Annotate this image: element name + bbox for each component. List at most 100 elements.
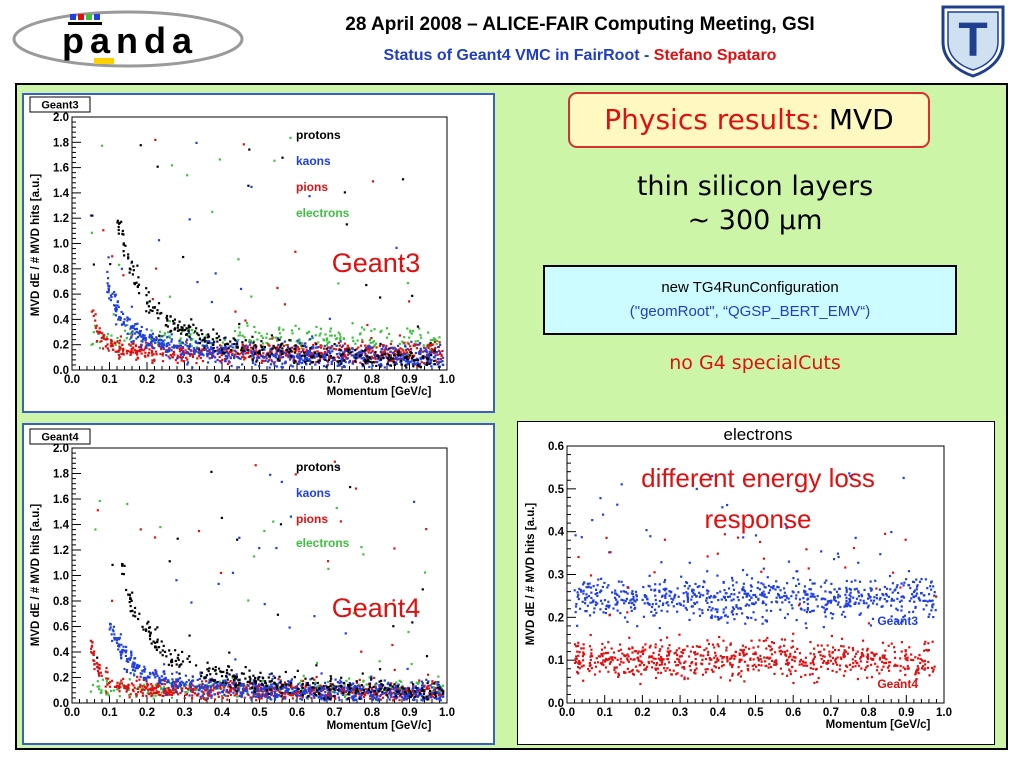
point-Geant3	[845, 590, 848, 593]
point-protons	[258, 352, 262, 355]
shield-letter: T	[958, 14, 987, 67]
point-protons	[280, 695, 283, 698]
point-Geant3	[726, 503, 729, 507]
point-electrons	[256, 338, 259, 341]
point-protons	[399, 353, 402, 357]
point-protons	[253, 687, 257, 690]
point-kaons	[354, 698, 357, 702]
point-kaons	[172, 680, 175, 683]
point-protons	[178, 328, 181, 331]
point-Geant3	[763, 595, 766, 598]
point-kaons	[256, 688, 259, 691]
point-kaons	[136, 667, 139, 670]
point-Geant3	[931, 599, 934, 602]
point-kaons	[170, 333, 173, 336]
point-pions	[127, 683, 130, 686]
point-protons	[155, 646, 158, 649]
point-Geant3	[857, 561, 860, 564]
point-kaons	[248, 687, 252, 690]
point-pions	[372, 357, 375, 360]
point-Geant3	[855, 587, 858, 590]
point-pions	[118, 348, 121, 351]
point-protons	[301, 344, 304, 347]
point-kaons	[303, 342, 306, 345]
point-kaons	[417, 688, 420, 691]
point-protons	[332, 356, 335, 359]
point-pions	[246, 688, 249, 691]
point-kaons	[168, 357, 171, 360]
point-electrons	[168, 295, 172, 298]
point-kaons	[274, 697, 277, 700]
point-Geant3	[604, 607, 608, 611]
point-kaons	[243, 689, 246, 693]
point-pions	[233, 694, 236, 697]
point-pions	[172, 352, 175, 355]
point-kaons	[394, 685, 398, 688]
point-protons	[198, 342, 201, 345]
x-tick-label: 0.1	[102, 374, 119, 386]
point-kaons	[114, 293, 117, 296]
point-pions	[287, 684, 290, 687]
point-kaons	[140, 335, 143, 338]
point-kaons	[362, 357, 365, 360]
point-protons	[242, 672, 245, 675]
point-kaons	[439, 343, 442, 346]
point-protons	[127, 257, 130, 260]
point-pions	[106, 338, 109, 341]
point-pions	[200, 684, 203, 687]
point-electrons	[401, 691, 404, 694]
point-kaons	[276, 359, 279, 362]
point-Geant3	[824, 608, 827, 611]
point-Geant3	[614, 589, 617, 592]
point-protons	[345, 223, 348, 226]
point-pions	[156, 684, 160, 687]
point-Geant3	[890, 530, 893, 534]
point-protons	[170, 661, 173, 664]
point-pions	[144, 351, 147, 354]
point-kaons	[317, 689, 320, 692]
point-protons	[310, 355, 313, 358]
point-kaons	[379, 362, 382, 366]
point-protons	[347, 351, 350, 354]
point-Geant3	[822, 597, 825, 600]
point-protons	[213, 340, 216, 343]
point-pions	[284, 695, 287, 698]
point-pions	[154, 138, 157, 141]
point-pions	[180, 359, 183, 362]
point-protons	[167, 663, 170, 666]
point-pions	[403, 341, 406, 344]
point-kaons	[333, 685, 336, 688]
point-kaons	[418, 362, 421, 365]
point-pions	[399, 347, 402, 350]
point-pions	[247, 355, 251, 359]
point-kaons	[290, 680, 293, 683]
point-pions	[110, 339, 113, 342]
point-Geant3	[891, 582, 895, 585]
subtitle-text: Status of Geant4 VMC in FairRoot -	[383, 47, 654, 64]
point-Geant3	[595, 588, 598, 591]
point-kaons	[327, 350, 330, 354]
point-electrons	[243, 336, 246, 339]
point-pions	[157, 344, 160, 348]
point-Geant3	[587, 586, 590, 589]
legend-kaons: kaons	[296, 486, 331, 500]
point-kaons	[406, 362, 410, 365]
point-Geant3	[710, 609, 713, 612]
point-pions	[398, 695, 402, 698]
point-protons	[228, 651, 231, 654]
point-electrons	[345, 679, 348, 683]
point-pions	[281, 685, 284, 688]
point-pions	[196, 693, 199, 696]
point-pions	[129, 350, 132, 354]
point-electrons	[289, 339, 293, 342]
point-pions	[107, 349, 110, 352]
point-pions	[147, 351, 151, 354]
point-protons	[269, 688, 272, 691]
point-pions	[279, 353, 283, 357]
point-pions	[247, 351, 250, 355]
point-electrons	[168, 336, 172, 339]
point-kaons	[402, 357, 405, 361]
point-protons	[186, 657, 189, 660]
point-protons	[241, 341, 244, 344]
point-pions	[281, 693, 284, 696]
